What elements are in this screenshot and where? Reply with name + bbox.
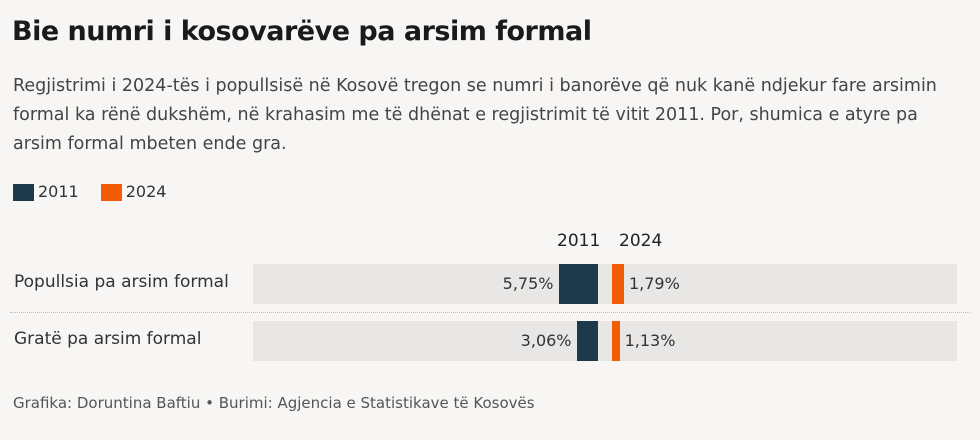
value-label-2011: 5,75% — [502, 274, 554, 293]
legend-label-2011: 2011 — [38, 182, 79, 201]
source-credit: Grafika: Doruntina Baftiu • Burimi: Agje… — [13, 394, 535, 412]
chart-title: Bie numri i kosovarëve pa arsim formal — [12, 16, 592, 47]
value-label-2024: 1,79% — [628, 274, 680, 293]
bar-2011 — [559, 264, 598, 304]
legend-swatch-2011 — [13, 184, 34, 201]
legend-item-2011: 2011 — [13, 182, 79, 201]
legend-swatch-2024 — [100, 184, 122, 201]
row-track — [253, 321, 957, 361]
value-label-2024: 1,13% — [624, 331, 676, 350]
bar-2011 — [577, 321, 598, 361]
category-label: Gratë pa arsim formal — [14, 329, 202, 349]
bar-2024 — [612, 321, 620, 361]
column-header-2011: 2011 — [557, 231, 601, 251]
row-separator — [10, 312, 970, 313]
bar-2024 — [612, 264, 624, 304]
column-header-2024: 2024 — [619, 231, 663, 251]
row-track — [253, 264, 957, 304]
chart-subtitle: Regjistrimi i 2024-tës i popullsisë në K… — [13, 76, 937, 154]
legend-label-2024: 2024 — [125, 182, 167, 201]
legend-item-2024: 2024 — [100, 182, 167, 201]
value-label-2011: 3,06% — [520, 331, 572, 350]
category-label: Popullsia pa arsim formal — [14, 272, 229, 292]
legend: 2011 2024 — [13, 182, 166, 201]
